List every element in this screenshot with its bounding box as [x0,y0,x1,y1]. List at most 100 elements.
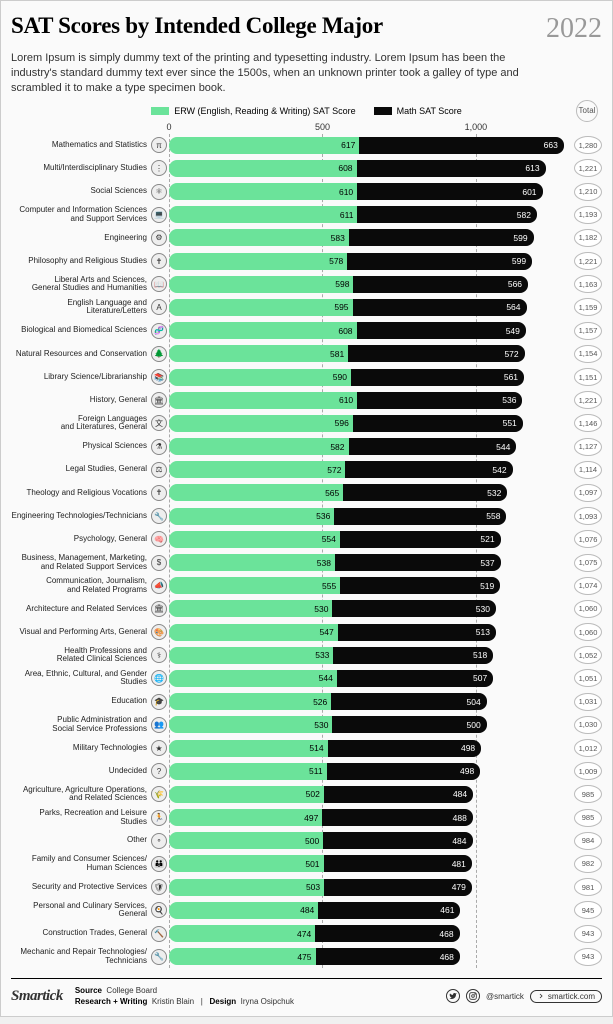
site-pill[interactable]: smartick.com [530,990,602,1003]
major-icon: 🌾 [151,786,167,802]
math-bar: 566 [353,276,528,293]
bar-row: Psychology, General🧠5545211,076 [11,528,602,551]
total-badge: 981 [574,878,602,896]
bar-pair: 598566 [169,276,570,293]
math-bar: 532 [343,484,507,501]
row-label: Military Technologies [11,744,151,753]
total-badge: 1,221 [574,159,602,177]
bar-pair: 544507 [169,670,570,687]
math-bar: 507 [337,670,493,687]
row-label: Mechanic and Repair Technologies/Technic… [11,948,151,965]
major-icon: 🛡 [151,879,167,895]
bar-pair: 484461 [169,902,570,919]
major-icon: ∘ [151,833,167,849]
erw-swatch [151,107,169,115]
infographic-container: SAT Scores by Intended College Major 202… [0,0,613,1017]
erw-bar: 530 [169,716,332,733]
total-badge: 1,159 [574,298,602,316]
row-label: Engineering [11,234,151,243]
bar-row: Undecided?5114981,009 [11,760,602,783]
math-bar: 498 [327,763,481,780]
bar-pair: 610601 [169,183,570,200]
major-icon: ⚖ [151,462,167,478]
total-badge: 1,221 [574,252,602,270]
row-label: Legal Studies, General [11,465,151,474]
bar-row: Health Professions andRelated Clinical S… [11,644,602,667]
instagram-icon[interactable] [466,989,480,1003]
major-icon: ⋮ [151,160,167,176]
axis-tick: 500 [315,122,330,132]
bar-row: Communication, Journalism,and Related Pr… [11,574,602,597]
legend-erw: ERW (English, Reading & Writing) SAT Sco… [151,106,355,116]
bar-pair: 608549 [169,322,570,339]
bar-row: Natural Resources and Conservation🌲58157… [11,342,602,365]
total-badge: 1,182 [574,229,602,247]
row-label: Public Administration andSocial Service … [11,716,151,733]
math-bar: 558 [334,508,506,525]
axis-tick: 0 [166,122,171,132]
math-bar: 572 [348,345,524,362]
bar-row: Mathematics and Statisticsπ6176631,280 [11,134,602,157]
erw-bar: 611 [169,206,357,223]
bar-row: Education🎓5265041,031 [11,690,602,713]
bar-row: Engineering Technologies/Technicians🔧536… [11,505,602,528]
bar-pair: 595564 [169,299,570,316]
bar-row: Social Sciences⚛6106011,210 [11,180,602,203]
erw-bar: 610 [169,392,357,409]
erw-bar: 610 [169,183,357,200]
major-icon: 🔧 [151,508,167,524]
row-label: Philosophy and Religious Studies [11,257,151,266]
erw-bar: 608 [169,160,357,177]
math-bar: 613 [357,160,546,177]
math-bar: 537 [335,554,501,571]
bar-pair: 555519 [169,577,570,594]
bar-row: Public Administration andSocial Service … [11,713,602,736]
bar-row: Library Science/Librarianship📚5905611,15… [11,365,602,388]
erw-bar: 511 [169,763,327,780]
source-value: College Board [106,986,157,995]
bar-pair: 530500 [169,716,570,733]
math-bar: 468 [316,948,460,965]
header: SAT Scores by Intended College Major 202… [11,13,602,45]
bar-pair: 596551 [169,415,570,432]
legend-math: Math SAT Score [374,106,462,116]
year-label: 2022 [546,13,602,45]
total-badge: 1,074 [574,577,602,595]
row-label: Mathematics and Statistics [11,141,151,150]
math-bar: 599 [349,229,534,246]
bar-pair: 530530 [169,600,570,617]
math-bar: 582 [357,206,537,223]
erw-bar: 533 [169,647,333,664]
total-badge: 1,030 [574,716,602,734]
erw-bar: 572 [169,461,345,478]
bar-pair: 610536 [169,392,570,409]
major-icon: ⚙ [151,230,167,246]
axis-tick: 1,000 [465,122,488,132]
bar-row: Security and Protective Services🛡5034799… [11,876,602,899]
math-bar: 542 [345,461,512,478]
total-badge: 1,093 [574,507,602,525]
total-badge: 984 [574,832,602,850]
total-badge: 1,146 [574,414,602,432]
bar-row: Legal Studies, General⚖5725421,114 [11,458,602,481]
legend-math-label: Math SAT Score [397,106,462,116]
design-label: Design [210,997,237,1006]
bar-row: Liberal Arts and Sciences,General Studie… [11,273,602,296]
total-badge: 1,157 [574,322,602,340]
row-label: History, General [11,396,151,405]
erw-bar: 590 [169,369,351,386]
erw-bar: 526 [169,693,331,710]
erw-bar: 500 [169,832,323,849]
erw-bar: 538 [169,554,335,571]
bar-row: History, General🏛6105361,221 [11,389,602,412]
bar-pair: 611582 [169,206,570,223]
legend: ERW (English, Reading & Writing) SAT Sco… [11,106,602,116]
bar-pair: 526504 [169,693,570,710]
total-badge: 1,076 [574,530,602,548]
row-label: Family and Consumer Sciences/Human Scien… [11,855,151,872]
math-bar: 549 [357,322,526,339]
row-label: Psychology, General [11,535,151,544]
bar-rows: Mathematics and Statisticsπ6176631,280Mu… [11,134,602,969]
twitter-icon[interactable] [446,989,460,1003]
subtitle-text: Lorem Ipsum is simply dummy text of the … [11,51,551,96]
